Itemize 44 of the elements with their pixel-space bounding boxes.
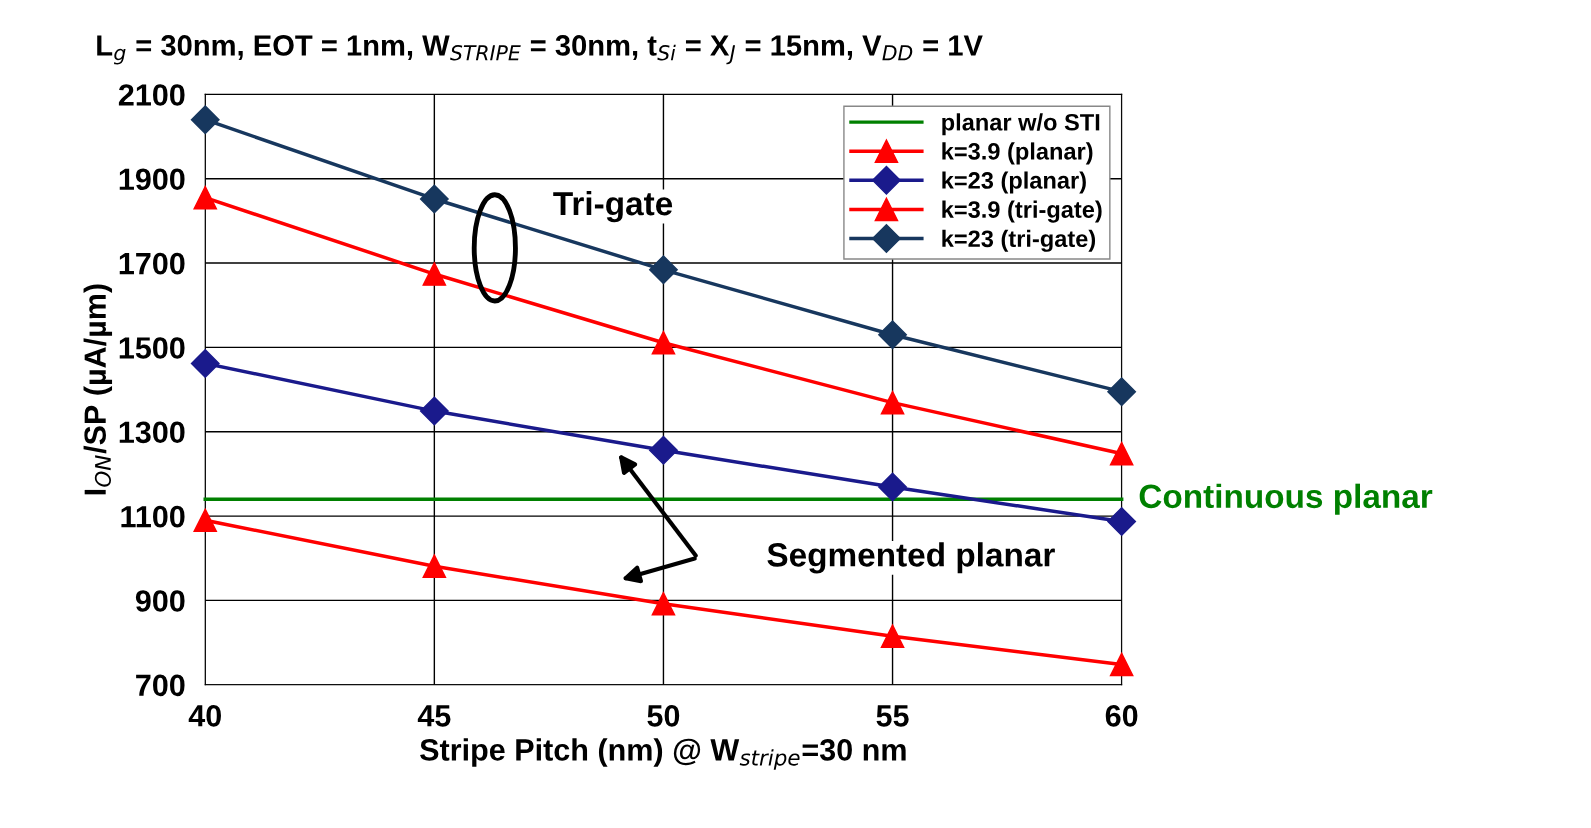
point xyxy=(422,262,447,286)
point xyxy=(649,255,678,285)
point xyxy=(1109,441,1134,466)
y-tick-label: 1300 xyxy=(119,421,185,444)
point xyxy=(649,435,678,465)
point xyxy=(1107,377,1137,407)
y-tick-label: 1100 xyxy=(121,505,185,528)
annotation: Segmented planar xyxy=(767,542,1055,574)
y-tick-label: 700 xyxy=(136,674,185,697)
x-axis-title: Stripe Pitch (nm) @ W$_{stripe}$=30 nm xyxy=(420,738,906,770)
point xyxy=(651,591,676,616)
point xyxy=(1109,652,1134,677)
y-tick-label: 1900 xyxy=(119,168,185,191)
point xyxy=(193,508,218,533)
point xyxy=(190,348,220,378)
point xyxy=(422,554,447,579)
point xyxy=(880,390,905,415)
legend-label: planar w/o STI xyxy=(942,113,1100,136)
x-tick-label: 50 xyxy=(647,705,680,727)
legend-label: k=3.9 (tri-gate) xyxy=(942,200,1102,223)
point xyxy=(190,105,220,135)
point xyxy=(419,184,449,214)
point xyxy=(651,330,676,355)
y-tick-label: 1500 xyxy=(119,337,185,359)
x-tick-label: 45 xyxy=(417,705,451,727)
x-tick-label: 55 xyxy=(876,705,909,727)
legend-label: k=23 (planar) xyxy=(942,171,1086,194)
legend-label: k=3.9 (planar) xyxy=(942,142,1093,165)
x-tick-label: 40 xyxy=(188,705,221,727)
chart-title: L$_{g}$ = 30nm, EOT = 1nm, W$_{STRIPE}$ = 30nm, t$_{Si}$ = X$_{J}$ = 15nm, V$_{DD}$ = 1V xyxy=(97,35,983,65)
point xyxy=(419,396,449,426)
point xyxy=(880,624,905,649)
y-axis-title: I$_{ON}$/SP (µA/µm) xyxy=(83,284,113,495)
point xyxy=(1107,507,1137,537)
y-tick-label: 900 xyxy=(135,590,185,612)
text: Continuous planar xyxy=(1139,483,1433,515)
point xyxy=(878,472,907,502)
annotation: Tri-gate xyxy=(553,190,673,223)
y-tick-label: 1700 xyxy=(119,252,185,275)
point xyxy=(193,185,218,210)
x-tick-label: 60 xyxy=(1105,705,1138,727)
point xyxy=(878,320,907,350)
y-tick-label: 2100 xyxy=(118,84,185,106)
legend-label: k=23 (tri-gate) xyxy=(942,229,1096,252)
